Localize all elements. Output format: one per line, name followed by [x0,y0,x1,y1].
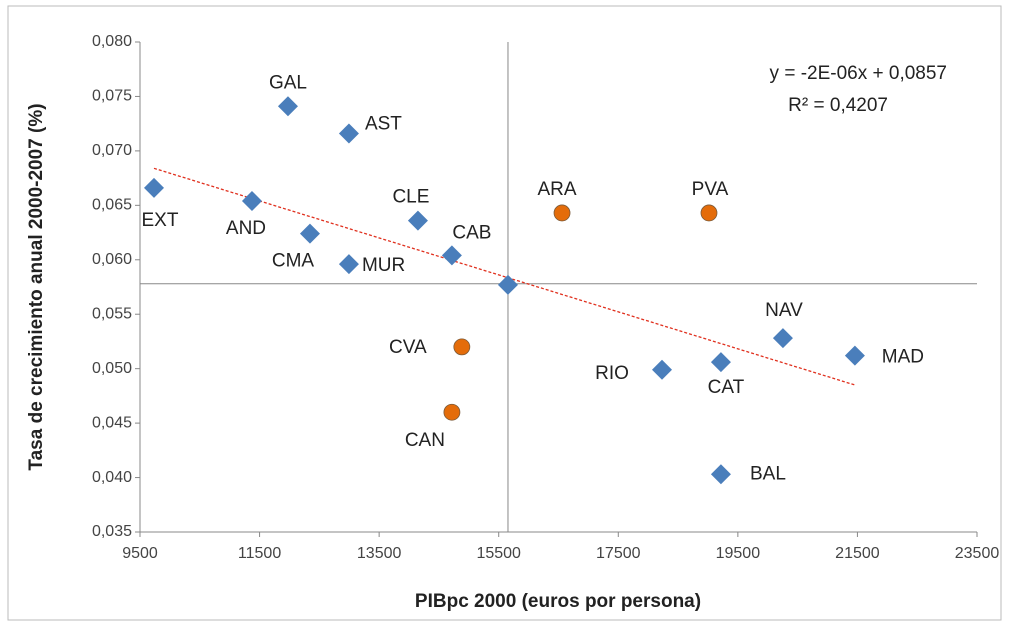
point-label: NAV [765,300,803,321]
x-tick-label: 9500 [122,545,158,562]
point-label: CMA [272,251,315,272]
y-tick-label: 0,080 [92,33,132,50]
point [700,204,718,222]
point [277,96,298,117]
y-tick-label: 0,055 [92,305,132,322]
point [497,274,518,295]
point-label: CVA [389,337,427,358]
y-tick-label: 0,050 [92,360,132,377]
y-axis-title: Tasa de crecimiento anual 2000-2007 (%) [26,103,47,470]
point-label: GAL [269,72,307,93]
point-label: CAB [452,222,491,243]
y-tick-label: 0,035 [92,523,132,540]
point-label: MAD [882,347,924,368]
x-axis-title: PIBpc 2000 (euros por persona) [415,591,701,612]
y-tick-label: 0,060 [92,251,132,268]
y-tick-label: 0,075 [92,88,132,105]
point [453,338,471,356]
point-label: CAT [708,377,745,398]
point [651,359,672,380]
y-tick-label: 0,045 [92,414,132,431]
trendline [153,167,856,386]
y-tick-label: 0,070 [92,142,132,159]
point [441,245,462,266]
point-label: EXT [142,210,179,231]
point [443,403,461,421]
point-label: CLE [392,187,429,208]
point-label: PVA [692,179,729,200]
trend-equation: y = -2E-06x + 0,0857 [770,63,947,84]
point [338,254,359,275]
point-label: ARA [537,179,576,200]
point [338,123,359,144]
chart-frame [7,5,1002,621]
point [299,223,320,244]
point [241,190,262,211]
x-tick-label: 23500 [955,545,1000,562]
x-tick-label: 21500 [835,545,880,562]
point [143,177,164,198]
x-tick-label: 11500 [238,545,281,562]
point [844,345,865,366]
point [407,210,428,231]
point-label: AND [226,218,266,239]
y-tick-label: 0,040 [92,469,132,486]
point-label: BAL [750,463,786,484]
point [772,328,793,349]
point [710,464,731,485]
point-label: RIO [595,363,629,384]
point [710,352,731,373]
x-tick-label: 17500 [596,545,641,562]
point-label: AST [365,113,402,134]
x-tick-label: 19500 [716,545,761,562]
x-tick-label: 13500 [357,545,402,562]
y-tick-label: 0,065 [92,197,132,214]
point-label: MUR [362,255,405,276]
trend-r2: R² = 0,4207 [788,95,888,116]
point [553,204,571,222]
point-label: CAN [405,430,445,451]
x-tick-label: 15500 [476,545,521,562]
